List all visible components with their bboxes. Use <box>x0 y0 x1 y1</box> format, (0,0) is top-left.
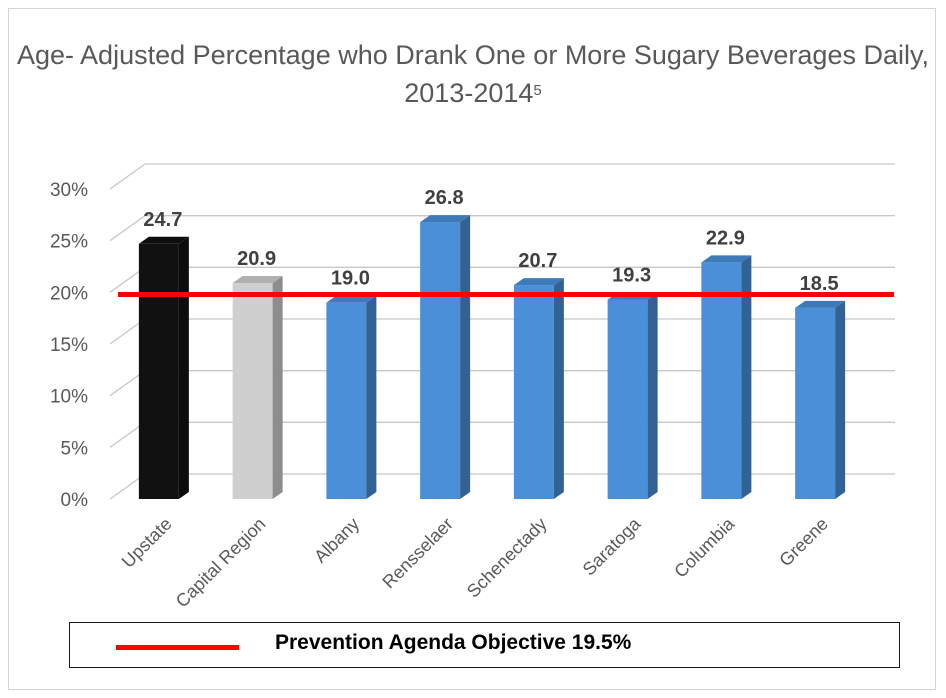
bar <box>795 300 846 499</box>
bar-side <box>553 278 564 499</box>
y-tick-label: 10% <box>50 387 88 408</box>
bar-front <box>138 243 179 499</box>
data-label: 26.8 <box>425 187 464 209</box>
bar-front <box>607 299 648 499</box>
bar-side <box>647 292 658 499</box>
y-tick-label: 20% <box>50 283 88 304</box>
gridline-diagonal <box>109 163 146 190</box>
bar <box>513 278 564 499</box>
gridline-diagonal <box>109 215 146 242</box>
bar-front <box>420 222 461 500</box>
bar-top <box>701 255 752 263</box>
bar <box>232 276 283 499</box>
data-label: 18.5 <box>800 273 839 295</box>
data-labels: 24.7 20.9 19.0 26.8 20.7 19.3 22.9 18.5 <box>143 187 838 295</box>
bar-top <box>232 276 283 284</box>
bar-top <box>420 215 471 223</box>
bar <box>420 215 471 500</box>
x-tick-label: Rensselaer <box>378 514 457 593</box>
bar-front <box>513 285 554 499</box>
data-label: 20.9 <box>237 248 276 270</box>
chart-title: Age- Adjusted Percentage who Drank One o… <box>0 36 946 112</box>
bar-front <box>232 283 273 499</box>
bar-side <box>741 255 752 499</box>
bar <box>326 295 377 499</box>
bars <box>138 215 846 500</box>
gridlines <box>109 163 895 500</box>
chart-title-superscript: 5 <box>533 82 542 99</box>
bar <box>138 236 189 499</box>
bar-front <box>701 262 742 499</box>
bar-side <box>366 295 377 499</box>
x-tick-label: Capital Region <box>172 514 270 612</box>
chart-title-text: Age- Adjusted Percentage who Drank One o… <box>17 40 929 108</box>
data-label: 22.9 <box>706 227 745 249</box>
bar-front <box>326 302 367 499</box>
bar-top <box>326 295 377 303</box>
y-tick-label: 25% <box>50 232 88 253</box>
bar <box>701 255 752 499</box>
bar-side <box>835 300 846 499</box>
x-tick-label: Albany <box>310 514 363 567</box>
bar-top <box>513 278 564 286</box>
y-tick-label: 15% <box>50 335 88 356</box>
x-tick-label: Columbia <box>670 513 739 582</box>
data-label: 20.7 <box>518 250 557 272</box>
bar <box>607 292 658 499</box>
data-label: 19.0 <box>331 268 370 290</box>
x-tick-label: Schenectady <box>463 514 551 602</box>
x-tick-label: Saratoga <box>579 513 645 579</box>
bar-side <box>178 236 189 499</box>
bar-top <box>795 300 846 308</box>
y-tick-label: 5% <box>61 438 89 459</box>
bar-side <box>460 215 471 500</box>
bar-side <box>272 276 283 499</box>
data-label: 24.7 <box>143 209 182 231</box>
legend-red-line-swatch <box>116 645 239 650</box>
bar-top <box>138 236 189 244</box>
y-tick-label: 0% <box>61 490 89 511</box>
x-tick-label: Upstate <box>118 514 176 572</box>
legend-label: Prevention Agenda Objective 19.5% <box>275 631 632 654</box>
y-axis-labels: 0% 5% 10% 15% 20% 25% 30% <box>50 180 88 511</box>
bar-front <box>795 307 836 499</box>
data-label: 19.3 <box>612 265 651 287</box>
y-tick-label: 30% <box>50 180 88 201</box>
x-tick-label: Greene <box>775 514 832 571</box>
legend: Prevention Agenda Objective 19.5% <box>69 622 900 668</box>
